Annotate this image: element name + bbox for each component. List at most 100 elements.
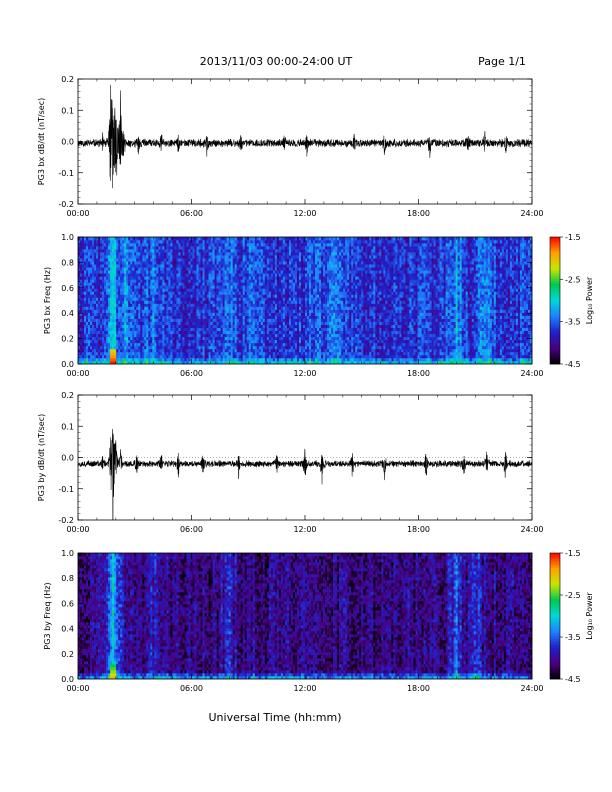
spectrogram-cell [164,291,167,295]
spectrogram-cell [188,285,191,289]
spectrogram-cell [78,312,81,316]
spectrogram-cell [172,339,175,344]
spectrogram-cell [286,357,290,362]
spectrogram-cell [246,324,250,329]
spectrogram-cell [140,270,143,274]
spectrogram-cell [118,333,121,338]
spectrogram-cell [178,300,181,304]
spectrogram-cell [168,330,171,335]
spectrogram-cell [244,357,248,362]
spectrogram-cell [254,360,258,365]
spectrogram-cell [212,276,215,280]
spectrogram-cell [298,267,302,271]
spectrogram-cell [296,252,300,256]
spectrogram-cell [176,297,179,301]
spectrogram-cell [210,315,213,319]
spectrogram-cell [260,345,264,350]
spectrogram-cell [182,327,185,332]
spectrogram-cell [90,318,93,322]
spectrogram-cell [98,306,101,310]
spectrogram-cell [176,345,179,350]
spectrogram-cell [262,288,266,292]
spectrogram-cell [176,324,179,329]
spectrogram-cell [164,255,167,259]
spectrogram-cell [114,345,117,350]
spectrogram-cell [152,252,155,256]
spectrogram-cell [288,300,292,304]
spectrogram-cell [224,357,227,362]
spectrogram-cell [88,270,91,274]
spectrogram-cell [106,237,109,241]
spectrogram-cell [88,327,91,332]
spectrogram-cell [96,267,99,271]
spectrogram-cell [132,303,135,307]
spectrogram-cell [176,282,179,286]
spectrogram-cell [124,243,127,247]
spectrogram-cell [272,333,276,338]
spectrogram-cell [262,315,266,319]
spectrogram-cell [302,291,306,295]
spectrogram-cell [108,333,111,338]
spectrogram-cell [280,246,284,250]
spectrogram-cell [146,312,149,316]
spectrogram-cell [290,312,294,316]
spectrogram-cell [216,303,219,307]
spectrogram-cell [128,360,131,365]
spectrogram-cell [260,357,264,362]
spectrogram-cell [200,342,203,347]
spectrogram-cell [202,285,205,289]
spectrogram-cell [84,279,87,283]
spectrogram-cell [132,237,135,241]
spectrogram-cell [230,348,233,353]
spectrogram-cell [120,306,123,310]
spectrogram-cell [200,318,203,322]
spectrogram-cell [174,351,177,356]
spectrogram-cell [268,327,272,332]
spectrogram-cell [298,321,302,325]
spectrogram-cell [146,291,149,295]
spectrogram-cell [264,285,268,289]
spectrogram-cell [282,315,286,319]
spectrogram-cell [110,336,113,341]
spectrogram-cell [202,351,205,356]
spectrogram-cell [190,333,193,338]
spectrogram-cell [230,306,233,310]
spectrogram-cell [280,345,284,350]
spectrogram-cell [86,240,89,244]
spectrogram-cell [236,360,240,365]
spectrogram-cell [80,327,83,332]
spectrogram-cell [294,246,298,250]
spectrogram-cell [152,273,155,277]
spectrogram-cell [300,237,304,241]
spectrogram-cell [288,339,292,344]
spectrogram-cell [118,309,121,313]
spectrogram-cell [246,294,250,298]
spectrogram-cell [102,324,105,329]
spectrogram-cell [140,333,143,338]
spectrogram-cell [126,270,129,274]
spectrogram-cell [172,237,175,241]
spectrogram-cell [280,285,284,289]
spectrogram-cell [84,342,87,347]
spectrogram-cell [208,246,211,250]
spectrogram-cell [96,327,99,332]
spectrogram-cell [250,276,254,280]
spectrogram-cell [278,324,282,329]
spectrogram-cell [254,291,258,295]
spectrogram-cell [82,261,85,265]
spectrogram-cell [274,255,278,259]
spectrogram-cell [82,282,85,286]
spectrogram-cell [278,303,282,307]
spectrogram-cell [172,306,175,310]
spectrogram-cell [302,267,306,271]
spectrogram-cell [196,297,199,301]
spectrogram-cell [102,267,105,271]
spectrogram-cell [307,306,310,310]
spectrogram-cell [278,297,282,301]
spectrogram-cell [232,315,235,319]
spectrogram-cell [290,333,294,338]
spectrogram-cell [170,285,173,289]
spectrogram-cell [82,264,85,268]
spectrogram-cell [230,354,233,359]
spectrogram-cell [118,297,121,301]
